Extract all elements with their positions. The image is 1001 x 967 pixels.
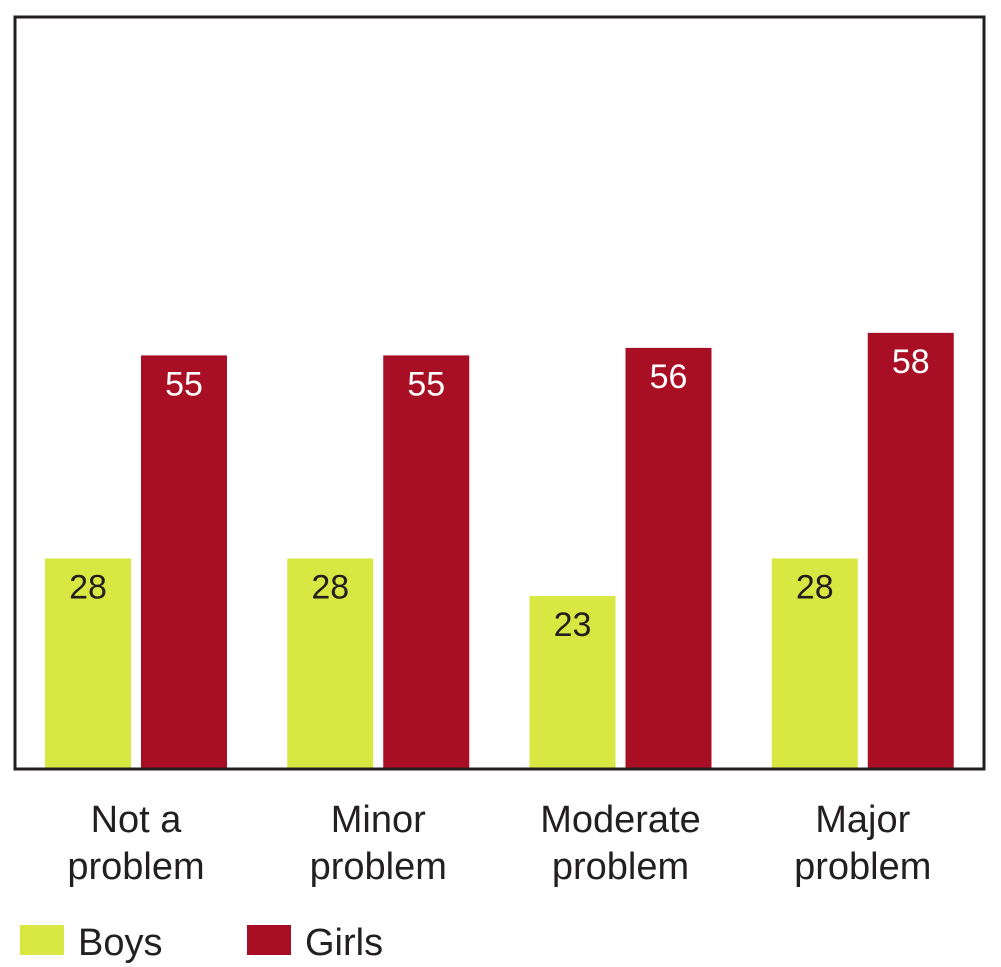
plot-border [13, 15, 986, 771]
data-label-boys-0: 28 [69, 568, 107, 606]
data-label-girls-0: 55 [165, 365, 203, 403]
legend-swatch-boys [20, 925, 64, 955]
bar-boys-2 [529, 596, 616, 768]
category-label-2-line-1: problem [552, 846, 689, 888]
category-label-3-line-0: Major [815, 799, 910, 841]
data-label-girls-3: 58 [892, 343, 930, 381]
bars-group [45, 332, 954, 768]
bar-girls-1 [383, 355, 470, 768]
bar-girls-0 [141, 355, 227, 768]
category-labels-group: Not a problem Minor problem Moderate problem M… [67, 799, 931, 888]
legend-swatch-girls [247, 925, 291, 955]
category-label-3-line-1: problem [794, 846, 931, 888]
data-labels-group: 28 55 28 55 23 56 28 58 [69, 343, 930, 644]
bar-girls-2 [625, 347, 712, 768]
category-label-0-line-0: Not a [91, 799, 183, 841]
category-label-1-line-0: Minor [331, 799, 426, 841]
data-label-boys-1: 28 [311, 568, 349, 606]
data-label-girls-2: 56 [650, 358, 688, 396]
category-label-0-line-1: problem [67, 846, 204, 888]
legend: Boys Girls [20, 922, 383, 964]
plot-frame [13, 15, 986, 771]
category-label-2-line-0: Moderate [540, 799, 701, 841]
data-label-girls-1: 55 [407, 365, 445, 403]
data-label-boys-3: 28 [796, 568, 834, 606]
bar-girls-3 [867, 332, 954, 768]
legend-label-girls: Girls [305, 922, 383, 964]
bar-boys-1 [287, 558, 374, 768]
data-label-boys-2: 23 [554, 606, 592, 644]
category-label-1-line-1: problem [310, 846, 447, 888]
bar-boys-3 [771, 558, 858, 768]
legend-label-boys: Boys [78, 922, 162, 964]
bar-boys-0 [45, 558, 131, 768]
